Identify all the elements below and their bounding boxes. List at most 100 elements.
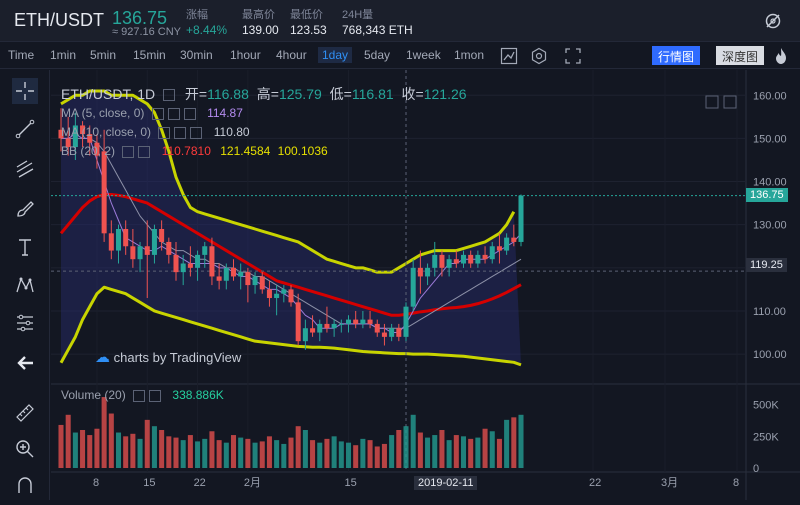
tool-ruler[interactable] <box>12 400 38 426</box>
ruler-icon <box>16 404 34 422</box>
volume-bar <box>216 440 222 468</box>
ohlc-high-label: 高= <box>256 86 279 102</box>
close-icon[interactable] <box>138 145 151 158</box>
tradingview-watermark: ☁ charts by TradingView <box>95 348 241 366</box>
tab-depth[interactable]: 深度图 <box>716 46 765 65</box>
volume-bar <box>209 431 215 468</box>
volume-bar <box>302 430 308 468</box>
timeframe-1day[interactable]: 1day <box>318 47 353 63</box>
tab-chart[interactable]: 行情图 <box>652 46 701 65</box>
candle-body <box>72 125 78 148</box>
fib-icon <box>16 160 34 178</box>
eye-icon[interactable] <box>158 126 171 139</box>
tool-crosshair[interactable] <box>12 78 38 104</box>
volume-label: Volume (20) <box>61 388 126 402</box>
close-icon[interactable] <box>149 389 162 402</box>
time-tick-label: 8 <box>93 477 99 489</box>
settings-icon[interactable] <box>133 389 146 402</box>
volume-bar <box>173 437 179 468</box>
bollinger-lower-line <box>59 285 522 367</box>
bb-label: BB (20, 2) <box>61 144 116 158</box>
candle-body <box>144 246 150 255</box>
candle-body <box>511 237 517 242</box>
timeframe-4hour[interactable]: 4hour <box>276 48 307 62</box>
bollinger-fill <box>61 90 521 365</box>
timeframe-1min[interactable]: 1min <box>50 48 77 62</box>
volume-bar <box>230 435 237 468</box>
chart-settings-icon[interactable] <box>530 47 548 65</box>
tool-zoom[interactable] <box>12 436 38 462</box>
volume-bar <box>482 428 488 468</box>
candle-body <box>115 229 122 251</box>
volume-bar <box>166 436 172 468</box>
timeframe-5day[interactable]: 5day <box>364 48 391 62</box>
tool-back[interactable] <box>12 350 38 376</box>
volume-tick-label: 500K <box>753 400 779 412</box>
volume-bar <box>367 440 373 468</box>
close-icon[interactable] <box>190 126 203 139</box>
volume-bar <box>108 413 114 468</box>
settings-icon[interactable] <box>163 89 176 102</box>
tool-pattern[interactable] <box>12 272 38 298</box>
price-tick-label: 100.00 <box>753 349 787 361</box>
bb-upper-value: 121.4584 <box>220 144 271 158</box>
settings-icon[interactable] <box>167 107 180 120</box>
volume-bar <box>475 437 481 468</box>
settings-icon[interactable] <box>764 12 782 30</box>
timeframe-5min[interactable]: 5min <box>90 48 117 62</box>
time-tick-label: 3月 <box>661 477 678 489</box>
candle-body <box>245 272 251 286</box>
time-tick-label: 22 <box>589 477 601 489</box>
tool-fib[interactable] <box>12 156 38 182</box>
volume-bar <box>65 414 71 468</box>
ticker-header: ETH/USDT 136.75 ≈ 927.16 CNY 涨幅 +8.44% 最… <box>0 0 800 42</box>
candle-body <box>123 229 129 247</box>
trend-line-icon <box>15 119 35 139</box>
timeframe-1mon[interactable]: 1mon <box>454 48 485 62</box>
tool-magnet[interactable] <box>12 472 38 498</box>
eye-icon[interactable] <box>151 107 164 120</box>
volume-bar <box>317 442 323 468</box>
indicator-icon[interactable] <box>500 47 518 65</box>
tool-text[interactable] <box>12 234 38 260</box>
crosshair-price-badge: 119.25 <box>746 258 787 272</box>
volume-bar <box>381 443 387 468</box>
candle-body <box>345 319 352 324</box>
settings-icon[interactable] <box>174 126 187 139</box>
volume-bar <box>396 430 402 468</box>
volume-bar <box>123 436 129 468</box>
flame-logo-icon <box>776 48 786 64</box>
ma10-value: 110.80 <box>213 125 250 139</box>
candle-body <box>209 246 215 277</box>
volume-tick-label: 250K <box>753 431 779 443</box>
volume-bar <box>324 438 330 468</box>
candle-body <box>187 263 193 268</box>
tool-brush[interactable] <box>12 196 38 222</box>
volume-bar <box>338 441 344 468</box>
candle-body <box>274 293 280 299</box>
candle-body <box>94 142 100 156</box>
candle-body <box>432 254 438 268</box>
chart-area[interactable]: 160.00150.00140.00130.00120.00110.00100.… <box>51 70 800 500</box>
watermark-text: charts by TradingView <box>113 350 242 365</box>
settings-icon[interactable] <box>122 145 135 158</box>
stat-label: 24H量 <box>342 9 374 21</box>
timeframe-30min[interactable]: 30min <box>180 48 213 62</box>
timeframe-1week[interactable]: 1week <box>406 48 441 62</box>
ohlc-high-value: 125.79 <box>278 86 322 102</box>
timeframe-1hour[interactable]: 1hour <box>230 48 261 62</box>
volume-bar <box>252 442 258 468</box>
close-icon[interactable] <box>183 107 196 120</box>
volume-bar <box>180 440 186 468</box>
volume-bar <box>489 431 495 468</box>
fullscreen-icon[interactable] <box>564 47 582 65</box>
volume-bar <box>195 441 201 468</box>
tool-measure[interactable] <box>12 310 38 336</box>
candle-body <box>151 229 157 255</box>
price-tick-label: 160.00 <box>753 90 787 102</box>
price-tick-label: 110.00 <box>753 306 786 318</box>
timeframe-time[interactable]: Time <box>8 48 35 62</box>
tool-trend-line[interactable] <box>12 116 38 142</box>
ohlc-low-label: 低= <box>329 86 352 102</box>
timeframe-15min[interactable]: 15min <box>133 48 166 62</box>
